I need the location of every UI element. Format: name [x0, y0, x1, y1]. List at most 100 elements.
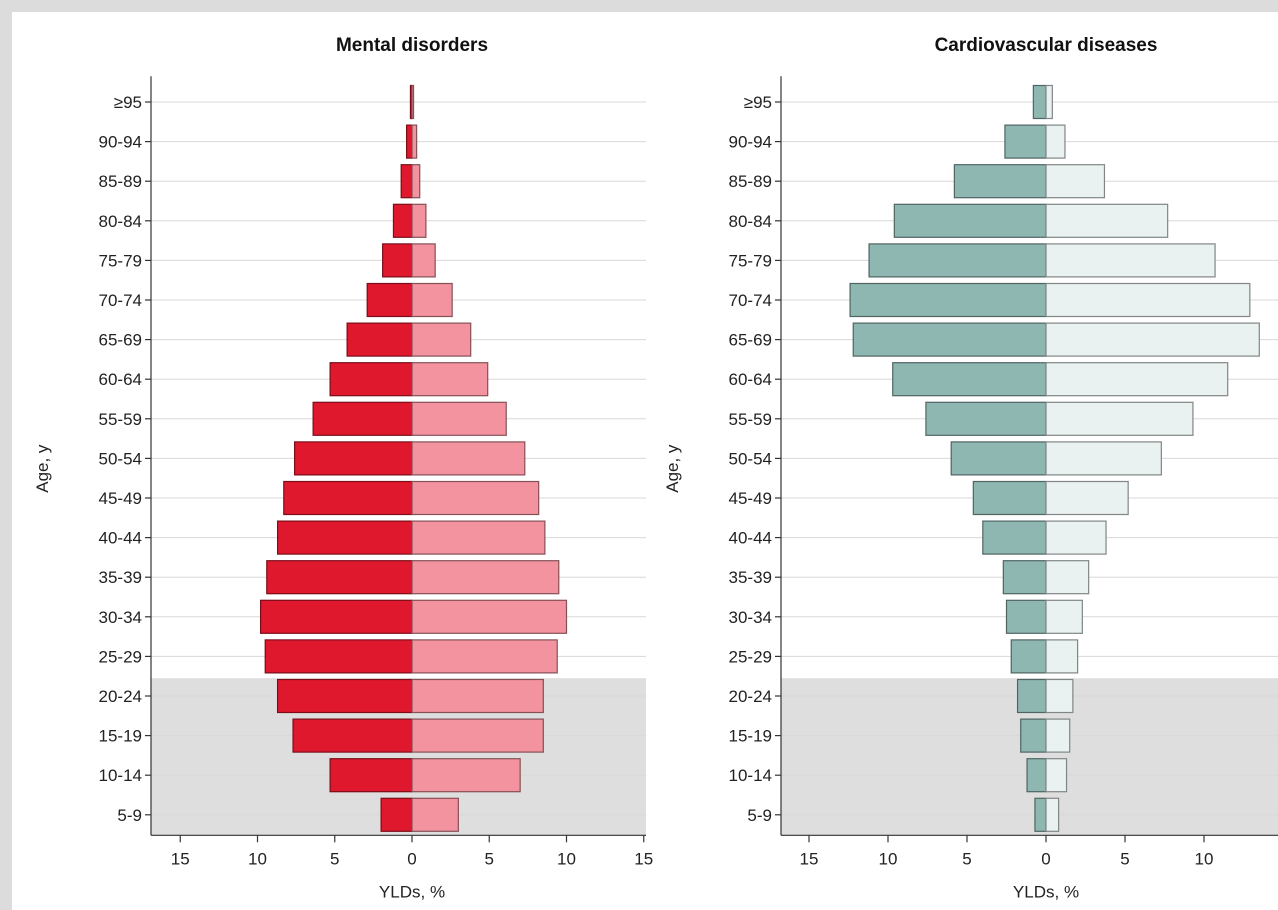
bar-left-40-44	[982, 520, 1047, 555]
bar-right-30-34	[411, 599, 568, 634]
bar-left-20-24	[1016, 678, 1047, 714]
bar-right-5-9	[411, 797, 459, 832]
bar-left-5-9	[380, 797, 413, 832]
bar-right-50-54	[411, 441, 526, 476]
bar-right-15-19	[1045, 718, 1071, 753]
y-tick-label: ≥95	[114, 93, 142, 112]
bar-right-80-84	[411, 203, 427, 238]
bar-left-30-34	[259, 599, 413, 634]
y-tick-label: 35-39	[99, 568, 142, 587]
x-tick-label: 5	[1120, 849, 1129, 868]
bar-left-85-89	[953, 164, 1047, 199]
bar-left-15-19	[1020, 718, 1047, 753]
panel-cardiovascular-diseases: 5-9 10-14 15-19 20-24 25-29 30-34 35-39 40-44 45…	[663, 35, 1278, 901]
bar-right-80-84	[1045, 203, 1169, 238]
y-tick-label: 35-39	[729, 568, 772, 587]
y-tick-label: 65-69	[99, 331, 142, 350]
y-tick-label: 70-74	[99, 291, 142, 310]
x-tick-label: 15	[800, 849, 819, 868]
bar-left-65-69	[852, 322, 1047, 357]
bar-right-5-9	[1045, 797, 1060, 832]
y-tick-label: 45-49	[729, 489, 772, 508]
bar-left-ge95	[1032, 84, 1047, 120]
y-tick-label: 20-24	[99, 687, 142, 706]
x-axis-title: YLDs, %	[1013, 882, 1079, 901]
y-tick-label: 75-79	[729, 251, 772, 270]
bar-left-20-24	[276, 678, 413, 714]
x-tick-label: 10	[879, 849, 898, 868]
bar-right-60-64	[1045, 362, 1229, 397]
x-tick-label: 0	[407, 849, 416, 868]
x-tick-label: 5	[962, 849, 971, 868]
bar-right-65-69	[1045, 322, 1260, 357]
bar-right-55-59	[1045, 401, 1194, 436]
bar-left-90-94	[1004, 124, 1047, 159]
y-tick-label: 15-19	[99, 727, 142, 746]
bar-left-25-29	[1010, 639, 1047, 674]
bar-right-70-74	[411, 282, 453, 318]
bar-left-35-39	[266, 560, 413, 595]
bar-right-60-64	[411, 362, 489, 397]
x-tick-label: 15	[634, 849, 653, 868]
bar-right-20-24	[1045, 678, 1074, 714]
y-tick-label: 90-94	[99, 133, 142, 152]
y-tick-label: 25-29	[99, 647, 142, 666]
bar-left-50-54	[950, 441, 1047, 476]
x-tick-label: 15	[171, 849, 190, 868]
bar-right-40-44	[1045, 520, 1107, 555]
bar-right-55-59	[411, 401, 507, 436]
y-tick-label: 30-34	[99, 608, 142, 627]
bar-right-90-94	[1045, 124, 1066, 159]
bar-right-65-69	[411, 322, 472, 357]
y-tick-label: 5-9	[747, 806, 772, 825]
y-axis-title: Age, y	[663, 444, 682, 493]
bar-right-15-19	[411, 718, 544, 753]
chart-svg: 5-9 10-14 15-19 20-24 25-29 30-34 35-39 40-44 45…	[33, 35, 1278, 901]
bar-right-50-54	[1045, 441, 1162, 476]
bar-left-15-19	[292, 718, 413, 753]
y-tick-label: 55-59	[729, 410, 772, 429]
y-tick-label: 25-29	[729, 647, 772, 666]
y-tick-label: 50-54	[729, 449, 772, 468]
y-tick-label: 10-14	[729, 766, 772, 785]
y-tick-label: 45-49	[99, 489, 142, 508]
x-tick-label: 5	[330, 849, 339, 868]
bar-left-30-34	[1005, 599, 1047, 634]
x-axis-title: YLDs, %	[379, 882, 445, 901]
bar-left-80-84	[893, 203, 1047, 238]
y-tick-label: 90-94	[729, 133, 772, 152]
bar-left-60-64	[892, 362, 1047, 397]
bar-right-20-24	[411, 678, 544, 714]
bar-left-60-64	[329, 362, 413, 397]
bar-right-85-89	[1045, 164, 1106, 199]
y-tick-label: 85-89	[729, 172, 772, 191]
y-tick-label: 60-64	[99, 370, 142, 389]
x-tick-label: 0	[1041, 849, 1050, 868]
y-tick-label: 15-19	[729, 727, 772, 746]
bar-right-35-39	[1045, 560, 1090, 595]
y-tick-label: 65-69	[729, 331, 772, 350]
figure: 5-9 10-14 15-19 20-24 25-29 30-34 35-39 40-44 45…	[12, 12, 1278, 910]
bar-left-75-79	[868, 243, 1047, 278]
bar-right-ge95	[411, 84, 415, 120]
panel-mental-disorders: 5-9 10-14 15-19 20-24 25-29 30-34 35-39 40-44 45…	[33, 35, 653, 901]
x-tick-label: 5	[485, 849, 494, 868]
bar-left-85-89	[400, 164, 413, 199]
y-tick-label: 80-84	[99, 212, 142, 231]
bar-left-35-39	[1002, 560, 1047, 595]
y-tick-label: 10-14	[99, 766, 142, 785]
bar-left-25-29	[264, 639, 413, 674]
y-tick-label: 85-89	[99, 172, 142, 191]
y-tick-label: 30-34	[729, 608, 772, 627]
bar-right-90-94	[411, 124, 418, 159]
x-tick-label: 10	[1195, 849, 1214, 868]
bar-right-45-49	[411, 480, 540, 516]
x-tick-label: 10	[248, 849, 267, 868]
bar-right-35-39	[411, 560, 560, 595]
bar-right-25-29	[411, 639, 558, 674]
bar-left-55-59	[312, 401, 413, 436]
y-tick-label: 40-44	[99, 529, 142, 548]
bar-right-ge95	[1045, 84, 1053, 120]
y-tick-label: 60-64	[729, 370, 772, 389]
x-tick-label: 10	[557, 849, 576, 868]
